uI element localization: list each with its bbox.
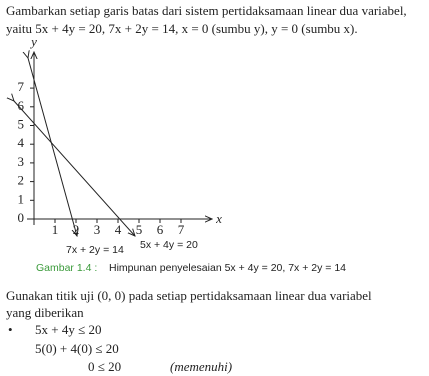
- caption-label: Gambar 1.4 :: [36, 262, 97, 274]
- y-tick-label: 7: [18, 79, 25, 94]
- caption-text: Himpunan penyelesaian 5x + 4y = 20, 7x +…: [109, 262, 346, 274]
- y-tick-label: 3: [18, 154, 25, 169]
- line-label: 7x + 2y = 14: [66, 244, 124, 256]
- y-tick-label: 5: [18, 116, 25, 131]
- x-tick-label: 7: [178, 222, 185, 237]
- y-tick-label: 0: [18, 210, 25, 225]
- step: 0 ≤ 20: [88, 359, 121, 374]
- y-axis-label: y: [29, 34, 37, 49]
- x-tick-label: 1: [52, 222, 59, 237]
- line-5x-4y: [14, 101, 135, 236]
- x-axis-label: x: [215, 211, 222, 226]
- x-tick-label: 3: [94, 222, 101, 237]
- x-tick-label: 6: [157, 222, 164, 237]
- body-line: yang diberikan: [6, 305, 84, 320]
- x-tick-label: 5: [136, 222, 143, 237]
- y-tick-label: 6: [18, 98, 25, 113]
- step: 5x + 4y ≤ 20: [35, 322, 101, 337]
- y-tick-label: 1: [18, 191, 25, 206]
- bullet: •: [8, 322, 13, 337]
- note: (memenuhi): [170, 359, 232, 374]
- y-tick-label: 2: [18, 173, 25, 188]
- body-line: Gunakan titik uji (0, 0) pada setiap per…: [6, 288, 372, 303]
- intro-line: yaitu 5x + 4y = 20, 7x + 2y = 14, x = 0 …: [6, 21, 358, 36]
- x-tick-label: 4: [115, 222, 122, 237]
- y-tick-label: 4: [18, 135, 25, 150]
- intro-line: Gambarkan setiap garis batas dari sistem…: [6, 3, 407, 18]
- line-7x-2y: [28, 58, 77, 236]
- line-label: 5x + 4y = 20: [140, 239, 198, 251]
- graph: y x 7x + 2y = 14 5x + 4y = 20 1 2 3 4 5 6 7012…: [14, 34, 222, 256]
- x-tick-label: 2: [73, 222, 80, 237]
- step: 5(0) + 4(0) ≤ 20: [35, 341, 119, 356]
